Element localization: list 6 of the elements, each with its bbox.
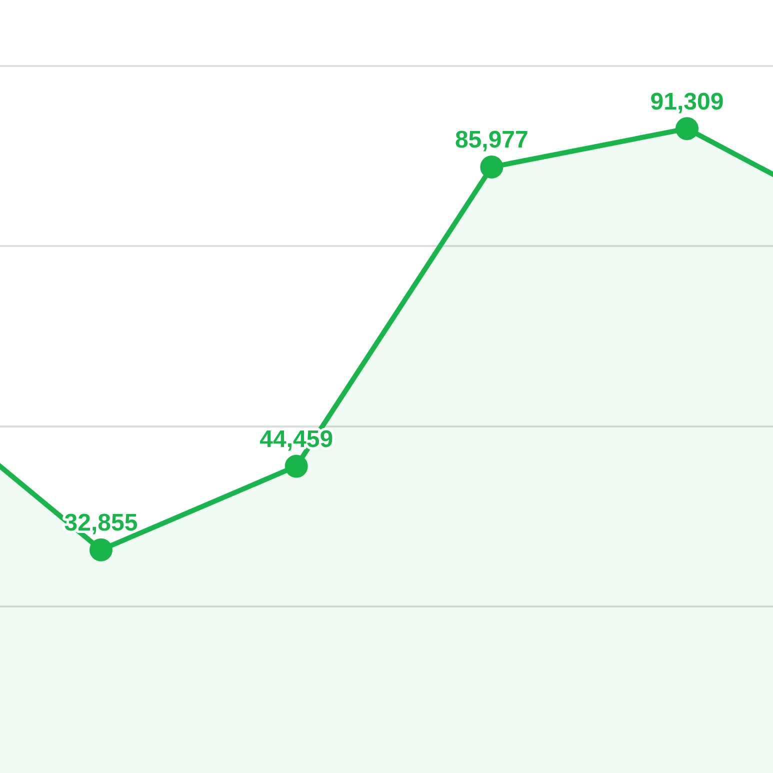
point: [676, 117, 698, 140]
point: [480, 156, 504, 179]
data-label: 91,309: [650, 88, 724, 116]
data-label: 85,977: [454, 126, 528, 154]
point: [90, 538, 112, 562]
point: [284, 454, 308, 478]
